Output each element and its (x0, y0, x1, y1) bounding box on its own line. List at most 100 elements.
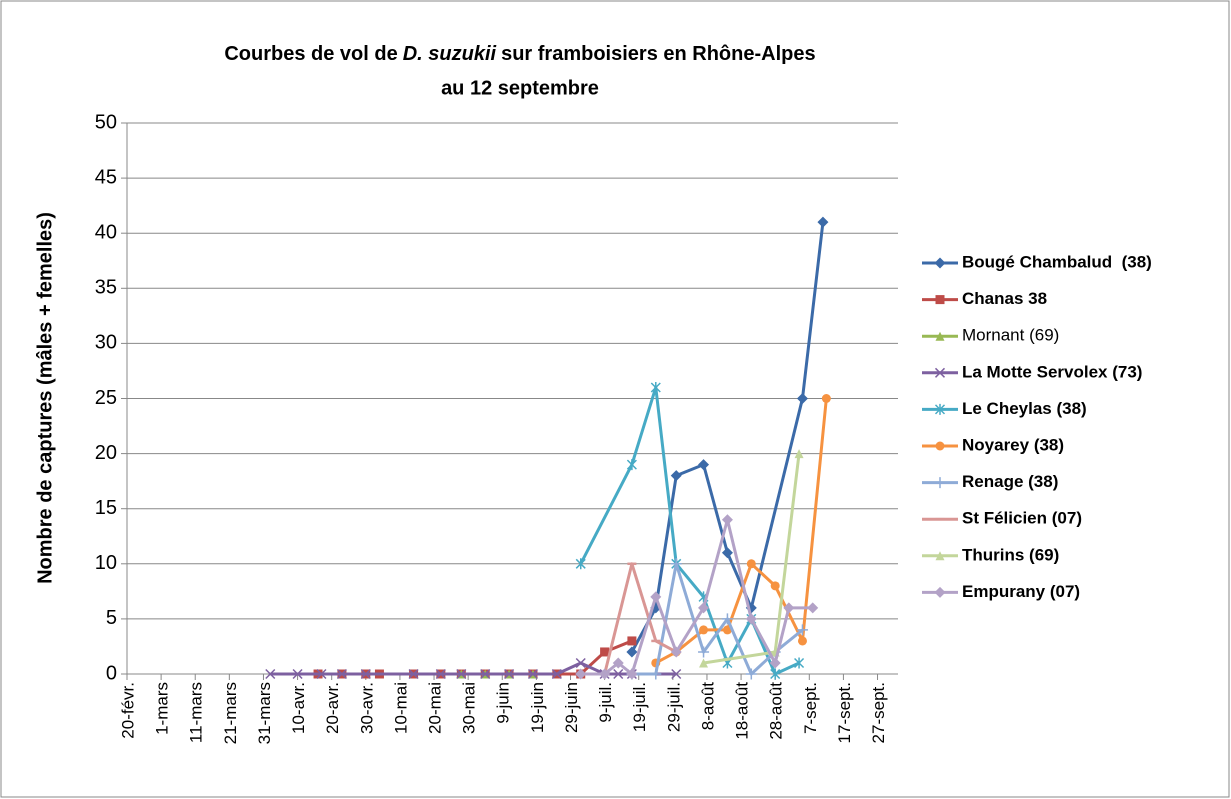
x-tick-label: 19-juin (528, 682, 547, 733)
marker (650, 668, 662, 680)
marker (599, 668, 611, 680)
y-tick-label: 20 (95, 442, 117, 464)
marker (699, 658, 709, 668)
x-tick-label: 10-mai (391, 682, 410, 734)
legend-label: St Félicien (07) (962, 509, 1082, 528)
marker (769, 657, 781, 669)
x-tick-label: 11-mars (187, 682, 206, 743)
marker (612, 657, 624, 669)
marker (817, 216, 829, 228)
marker (336, 668, 347, 680)
x-tick-label: 20-févr. (118, 682, 137, 739)
marker (934, 477, 946, 489)
marker (456, 668, 467, 680)
marker (408, 668, 419, 680)
marker (650, 591, 662, 603)
marker (934, 257, 946, 269)
x-tick-label: 21-mars (221, 682, 240, 744)
marker (504, 668, 515, 680)
marker (626, 459, 637, 471)
marker (626, 646, 638, 658)
y-tick-label: 30 (95, 332, 117, 354)
x-tick-label: 18-août (733, 682, 752, 740)
x-tick-label: 20-mai (426, 682, 445, 734)
x-tick-label: 17-sept. (835, 682, 854, 743)
legend-label: Noyarey (38) (962, 435, 1064, 454)
marker (935, 551, 945, 561)
marker (480, 668, 491, 680)
marker (821, 394, 831, 403)
x-tick-label: 9-juin (494, 682, 513, 724)
x-tick-label: 10-avr. (289, 682, 308, 734)
marker (794, 657, 805, 669)
x-tick-label: 8-août (698, 682, 717, 730)
legend-label: Renage (38) (962, 472, 1058, 491)
y-tick-label: 50 (95, 111, 117, 133)
marker (934, 586, 946, 598)
y-tick-label: 0 (106, 662, 117, 684)
marker (527, 668, 538, 680)
title-part: sur framboisiers en Rhône-Alpes (501, 43, 816, 65)
marker (934, 367, 946, 378)
marker (721, 547, 733, 559)
legend-label: Mornant (69) (962, 326, 1059, 345)
marker (626, 668, 638, 680)
marker (934, 403, 946, 415)
x-tick-label: 31-mars (255, 682, 274, 744)
series-line (603, 562, 677, 675)
marker (671, 668, 682, 680)
marker (613, 668, 624, 680)
x-tick-label: 29-juin (562, 682, 581, 733)
marker (745, 613, 757, 625)
marker (670, 558, 682, 570)
marker (292, 668, 303, 680)
marker (627, 636, 637, 646)
marker (935, 441, 945, 451)
x-tick-label: 27-sept. (869, 682, 888, 743)
marker (600, 647, 610, 657)
legend-label: Chanas 38 (962, 289, 1047, 308)
title-part: D. suzukii (403, 43, 497, 65)
marker (670, 470, 682, 482)
marker (807, 602, 819, 614)
x-tick-label: 30-mai (460, 682, 479, 734)
y-axis-label: Nombre de captures (mâles + femelles) (34, 212, 56, 584)
marker (360, 668, 371, 680)
x-tick-label: 7-sept. (801, 682, 820, 734)
marker (699, 625, 709, 635)
marker (698, 602, 710, 614)
marker (575, 558, 586, 570)
marker (745, 668, 757, 680)
marker (435, 668, 446, 680)
marker (796, 624, 808, 636)
y-tick-label: 5 (106, 607, 117, 629)
marker (935, 331, 945, 341)
marker (770, 668, 781, 680)
y-tick-label: 40 (95, 221, 117, 243)
marker (770, 581, 780, 591)
marker (650, 381, 661, 393)
chart-title: Courbes de vol de D. suzukii sur framboisi… (224, 43, 815, 65)
marker (721, 613, 733, 625)
legend-label: Bougé Chambalud (38) (962, 252, 1152, 271)
title-part: Courbes de vol de (224, 43, 397, 65)
chart-title: au 12 septembre (441, 77, 599, 99)
marker (796, 393, 808, 404)
marker (746, 559, 756, 569)
x-tick-label: 28-août (767, 682, 786, 740)
y-tick-label: 45 (95, 166, 117, 188)
marker (797, 636, 807, 646)
legend-label: Le Cheylas (38) (962, 399, 1087, 418)
series-line (630, 222, 825, 653)
x-tick-label: 9-juil. (596, 682, 615, 723)
x-tick-label: 30-avr. (357, 682, 376, 734)
marker (794, 449, 804, 459)
marker (551, 668, 562, 680)
marker (698, 646, 710, 658)
x-tick-label: 20-avr. (323, 682, 342, 734)
x-tick-label: 29-juil. (664, 682, 683, 732)
marker (670, 646, 682, 658)
y-tick-label: 10 (95, 552, 117, 574)
marker (265, 668, 276, 680)
